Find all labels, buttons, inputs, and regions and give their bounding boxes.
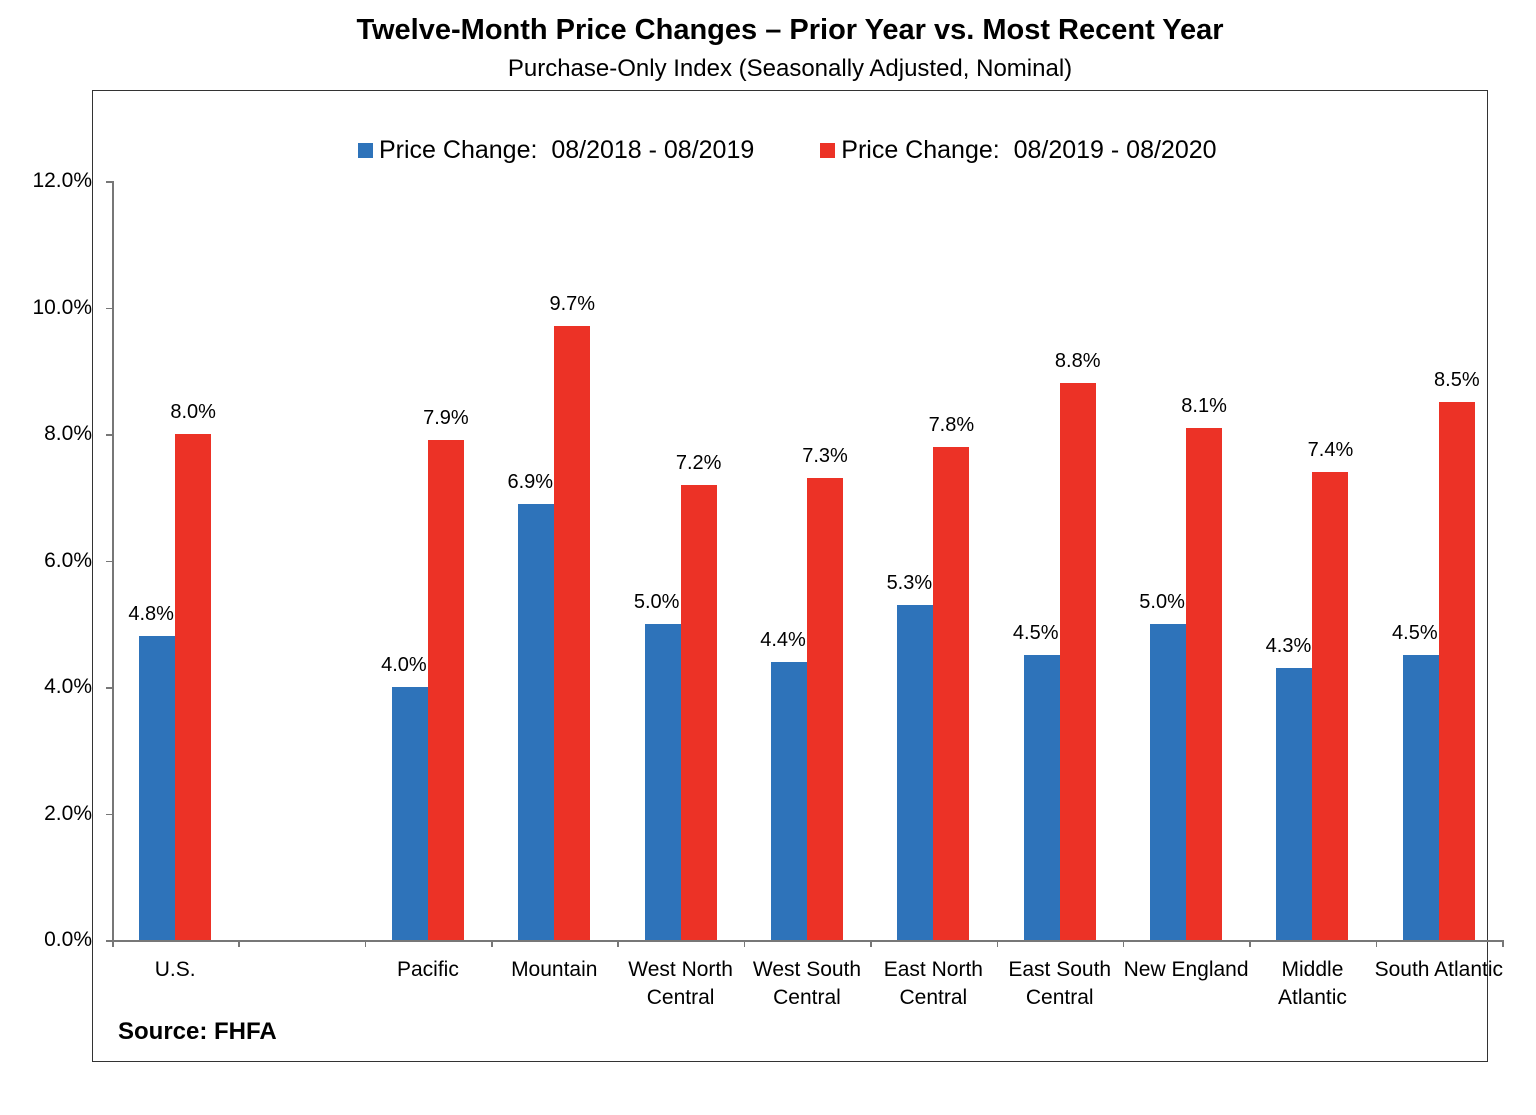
bar-recent-year bbox=[1312, 471, 1349, 940]
bar-recent-year bbox=[427, 440, 464, 940]
chart-title: Twelve-Month Price Changes – Prior Year … bbox=[356, 14, 1224, 46]
data-label: 4.0% bbox=[381, 654, 427, 676]
y-tick-mark bbox=[106, 434, 112, 436]
x-tick-label: East North Central bbox=[883, 958, 983, 1009]
data-label: 4.8% bbox=[128, 603, 174, 626]
x-tick-label: South Atlantic bbox=[1374, 958, 1504, 981]
x-tick-label: Pacific bbox=[396, 958, 459, 981]
x-tick-mark bbox=[996, 940, 999, 947]
data-label: 4.5% bbox=[1012, 622, 1059, 645]
legend-label-recent: Price Change: 08/2019 - 08/2020 bbox=[841, 136, 1217, 164]
bar-prior-year bbox=[1150, 623, 1187, 940]
y-tick-label: 12.0% bbox=[32, 169, 92, 192]
data-label: 7.3% bbox=[802, 445, 848, 468]
x-axis-line bbox=[112, 940, 1502, 942]
legend-item-prior: Price Change: 08/2018 - 08/2019 bbox=[358, 136, 754, 165]
y-axis-line bbox=[112, 181, 114, 940]
y-tick-label: 6.0% bbox=[44, 548, 92, 572]
legend-label-prior: Price Change: 08/2018 - 08/2019 bbox=[379, 136, 755, 164]
x-tick-label: East South Central bbox=[1008, 958, 1112, 1009]
data-label: 8.0% bbox=[170, 401, 216, 423]
x-tick-mark bbox=[491, 940, 493, 947]
data-label: 8.1% bbox=[1181, 394, 1227, 417]
data-label: 5.0% bbox=[633, 590, 680, 613]
bar-prior-year bbox=[391, 687, 428, 940]
bar-prior-year bbox=[1023, 655, 1060, 940]
x-tick-label: U.S. bbox=[154, 958, 196, 981]
bar-recent-year bbox=[1438, 402, 1475, 940]
y-tick-label: 4.0% bbox=[44, 675, 92, 698]
source-note: Source: FHFA bbox=[118, 1018, 277, 1045]
y-tick-label: 0.0% bbox=[44, 928, 92, 951]
data-label: 9.7% bbox=[549, 293, 596, 316]
x-tick-mark bbox=[1249, 940, 1251, 947]
y-tick-mark bbox=[106, 813, 112, 815]
data-label: 7.2% bbox=[675, 451, 722, 474]
x-tick-mark bbox=[112, 940, 114, 947]
bar-recent-year bbox=[933, 446, 970, 940]
legend-swatch-recent bbox=[820, 143, 836, 158]
data-label: 5.3% bbox=[886, 571, 933, 594]
x-tick-label: New England bbox=[1123, 958, 1249, 981]
bar-prior-year bbox=[139, 636, 176, 940]
x-tick-label: West South Central bbox=[752, 958, 862, 1009]
y-tick-mark bbox=[106, 560, 112, 562]
data-label: 5.0% bbox=[1139, 590, 1185, 613]
bar-prior-year bbox=[644, 623, 681, 940]
bar-recent-year bbox=[175, 434, 212, 940]
y-tick-label: 2.0% bbox=[44, 801, 92, 825]
data-label: 6.9% bbox=[507, 470, 554, 493]
data-label: 4.3% bbox=[1265, 635, 1312, 658]
data-label: 4.4% bbox=[760, 628, 806, 651]
y-tick-mark bbox=[106, 687, 112, 689]
x-tick-label: Mountain bbox=[511, 958, 598, 981]
y-tick-label: 10.0% bbox=[32, 295, 92, 319]
x-tick-mark bbox=[1375, 940, 1378, 947]
bar-recent-year bbox=[1059, 383, 1096, 940]
bar-recent-year bbox=[680, 484, 717, 940]
chart-frame bbox=[92, 90, 1488, 1062]
x-tick-mark bbox=[1502, 940, 1504, 947]
chart-subtitle: Purchase-Only Index (Seasonally Adjusted… bbox=[507, 55, 1073, 82]
bar-prior-year bbox=[518, 503, 555, 940]
bar-prior-year bbox=[771, 661, 807, 940]
x-tick-mark bbox=[743, 940, 746, 947]
y-tick-mark bbox=[106, 181, 112, 183]
data-label: 7.4% bbox=[1307, 438, 1354, 461]
data-label: 7.9% bbox=[423, 407, 469, 430]
x-tick-mark bbox=[1122, 940, 1125, 947]
legend: Price Change: 08/2018 - 08/2019 Price Ch… bbox=[358, 136, 1217, 165]
legend-item-recent: Price Change: 08/2019 - 08/2020 bbox=[820, 136, 1217, 165]
y-tick-mark bbox=[106, 940, 112, 942]
bar-prior-year bbox=[1276, 668, 1313, 940]
y-tick-mark bbox=[106, 307, 112, 309]
data-label: 7.8% bbox=[928, 413, 975, 436]
x-tick-mark bbox=[870, 940, 872, 947]
x-tick-mark bbox=[238, 940, 240, 947]
y-tick-label: 8.0% bbox=[44, 422, 92, 445]
x-tick-mark bbox=[364, 940, 367, 947]
data-label: 4.5% bbox=[1392, 622, 1438, 645]
x-tick-label: West North Central bbox=[628, 958, 733, 1009]
data-label: 8.5% bbox=[1434, 369, 1480, 392]
bar-recent-year bbox=[807, 478, 843, 940]
legend-swatch-prior bbox=[358, 143, 373, 158]
x-tick-mark bbox=[617, 940, 619, 947]
bar-recent-year bbox=[554, 326, 591, 940]
bar-recent-year bbox=[1186, 427, 1223, 940]
x-tick-label: Middle Atlantic bbox=[1278, 958, 1347, 1009]
bar-prior-year bbox=[897, 604, 934, 940]
bar-prior-year bbox=[1402, 655, 1439, 940]
data-label: 8.8% bbox=[1054, 350, 1101, 373]
